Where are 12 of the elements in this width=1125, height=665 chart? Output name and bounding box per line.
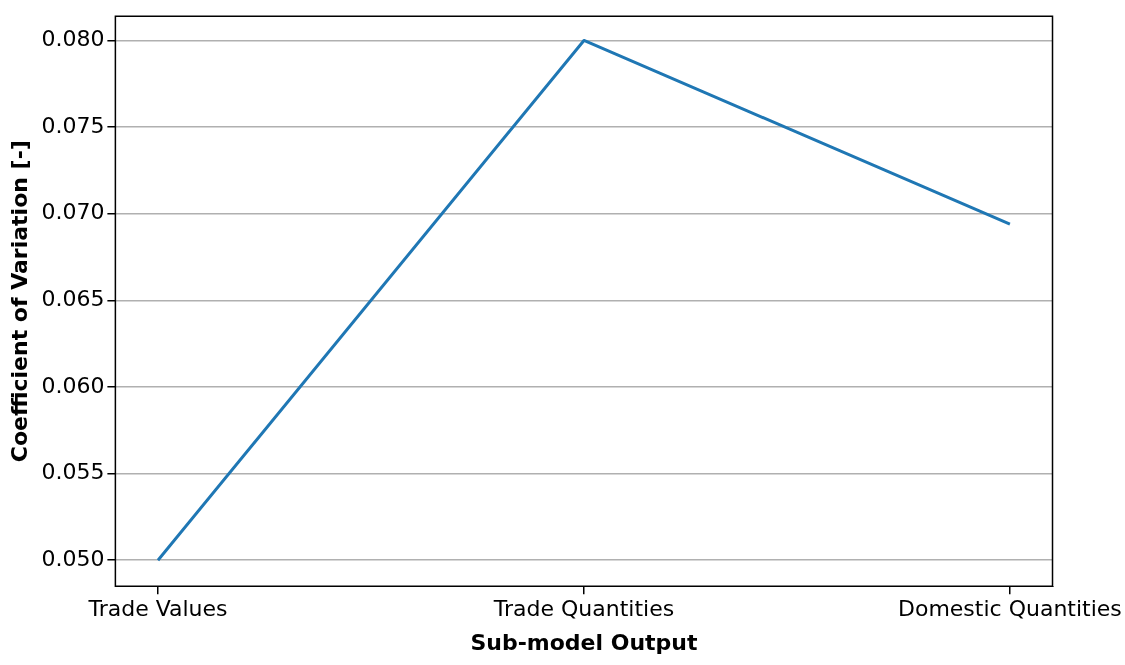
y-tick-label: 0.050 bbox=[41, 545, 105, 571]
y-tick-label: 0.075 bbox=[41, 112, 105, 138]
y-tick-label: 0.080 bbox=[41, 26, 105, 52]
y-axis-title: Coefficient of Variation [-] bbox=[6, 140, 32, 463]
y-tick-label: 0.055 bbox=[41, 459, 105, 485]
y-tick-label: 0.060 bbox=[41, 372, 105, 398]
x-tick-label: Trade Quantities bbox=[492, 596, 675, 622]
y-tick-label: 0.070 bbox=[41, 199, 105, 225]
y-tick-label: 0.065 bbox=[41, 286, 105, 312]
x-axis-title: Sub-model Output bbox=[470, 629, 698, 655]
x-tick-label: Domestic Quantities bbox=[898, 596, 1122, 622]
x-tick-label: Trade Values bbox=[87, 596, 228, 622]
